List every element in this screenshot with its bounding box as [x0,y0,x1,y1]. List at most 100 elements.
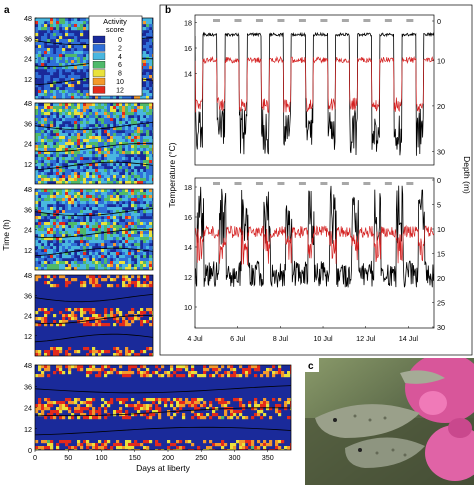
night-bar [277,19,285,22]
legend-title-line2: score [106,25,124,34]
night-bar [234,182,242,185]
y-tick-label: 24 [24,226,32,235]
y-tick-label: 12 [24,160,32,169]
legend-swatch [92,69,106,77]
y-tick-label: 12 [24,425,32,434]
y-tick-label: 36 [24,34,32,43]
shark-photo: c [305,358,474,485]
x-tick-label: 250 [195,453,207,462]
legend-swatch [92,86,106,94]
night-bar [255,19,263,22]
legend-swatch [92,35,106,44]
y-tick-label: 48 [24,185,32,194]
night-bar [384,19,392,22]
date-tick-label: 6 Jul [230,334,246,343]
temperature-trace [195,224,434,266]
heatmap-panel [35,103,153,184]
legend-label: 10 [116,79,124,86]
depth-tick-label: 0 [437,176,441,185]
x-tick-label: 100 [95,453,107,462]
date-tick-label: 12 Jul [356,334,376,343]
depth-tick-label: 25 [437,299,445,308]
temp-tick-label: 14 [184,243,192,252]
heatmap-panel [35,275,153,356]
panel-b-frame [159,4,473,356]
legend-label: 2 [118,45,122,52]
depth-tick-label: 10 [437,56,445,65]
date-tick-label: 10 Jul [313,334,333,343]
night-bar [234,19,242,22]
legend-label: 8 [118,71,122,78]
panel-b-ylabel-left: Temperature (°C) [167,142,177,207]
temp-tick-label: 16 [184,213,192,222]
panel-b-ylabel-right: Depth (m) [462,156,472,194]
night-bar [406,182,414,185]
temp-tick-label: 12 [184,273,192,282]
depth-trace [195,185,434,288]
y-tick-label: 36 [24,119,32,128]
legend-label: 0 [118,37,122,44]
night-bar [363,19,371,22]
y-tick-label: 36 [24,205,32,214]
panel-a-y-ticks: 48 36 24 12 48 36 24 12 48 36 24 12 48 36 24 12 48 36 24 12… [24,14,37,455]
night-bar [298,182,306,185]
temp-tick-label: 10 [184,303,192,312]
night-bar [298,19,306,22]
legend-label: 4 [118,54,122,61]
temp-tick-label: 18 [184,183,192,192]
depth-tick-label: 20 [437,274,445,283]
y-tick-label: 12 [24,246,32,255]
panel-letter-b: b [165,5,171,16]
y-tick-label: 0 [28,446,32,455]
legend-title-line1: Activity [103,17,127,26]
y-tick-label: 36 [24,382,32,391]
x-tick-label: 350 [262,453,274,462]
night-bar [213,182,220,185]
panel-a-xlabel: Days at liberty [136,463,191,473]
y-tick-label: 24 [24,55,32,64]
y-tick-label: 36 [24,291,32,300]
depth-trace [195,31,434,156]
panel-letter-a: a [4,5,10,16]
night-bar [363,182,371,185]
y-tick-label: 48 [24,361,32,370]
x-tick-label: 50 [64,453,72,462]
y-tick-label: 48 [24,271,32,280]
x-tick-label: 300 [228,453,240,462]
x-tick-label: 150 [129,453,141,462]
night-bar [406,19,414,22]
y-tick-label: 24 [24,312,32,321]
depth-tick-label: 15 [437,250,445,259]
y-tick-label: 48 [24,99,32,108]
legend-swatch [92,77,106,86]
temperature-trace [195,55,434,114]
depth-tick-label: 30 [437,323,445,332]
legend-swatch [92,44,106,52]
night-bar [341,19,349,22]
date-tick-label: 14 Jul [399,334,419,343]
depth-tick-label: 5 [437,201,441,210]
night-bar [213,19,220,22]
panel-letter-c: c [308,361,314,372]
x-tick-label: 200 [162,453,174,462]
date-tick-label: 4 Jul [187,334,203,343]
y-tick-label: 12 [24,332,32,341]
panel-a-ylabel: Time (h) [1,219,11,250]
panel-b-chart: 18 16 14 0 10 20 30 18 16 14 12 10 0 5 10 15 20 25 30 4 Jul… [184,14,445,343]
temp-tick-label: 14 [184,70,192,79]
heatmap-panel [35,365,291,450]
night-bar [255,182,263,185]
temp-tick-label: 18 [184,19,192,28]
night-bar [320,182,328,185]
legend-label: 6 [118,62,122,69]
night-bar [277,182,285,185]
date-tick-label: 8 Jul [273,334,289,343]
x-tick-label: 0 [33,453,37,462]
depth-tick-label: 30 [437,147,445,156]
legend-label: 12 [116,87,124,94]
night-bar [341,182,349,185]
temp-tick-label: 16 [184,44,192,53]
depth-tick-label: 20 [437,102,445,111]
y-tick-label: 48 [24,14,32,23]
